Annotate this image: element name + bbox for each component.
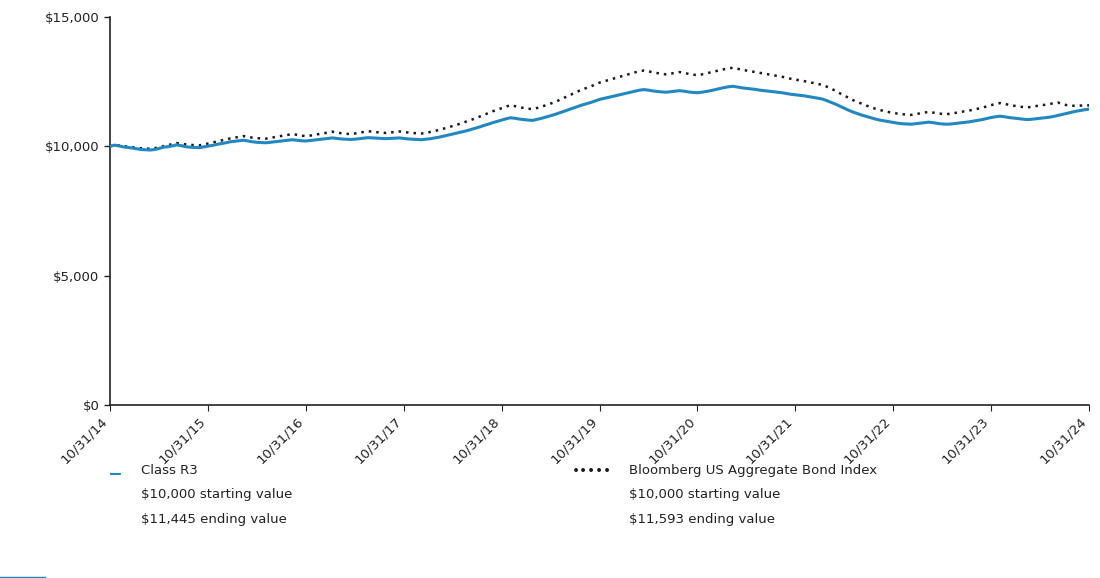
Text: Bloomberg US Aggregate Bond Index: Bloomberg US Aggregate Bond Index — [629, 464, 878, 477]
Text: Class R3: Class R3 — [141, 464, 198, 477]
Text: —: — — [110, 465, 121, 483]
Text: $10,000 starting value: $10,000 starting value — [629, 488, 781, 501]
Text: $10,000 starting value: $10,000 starting value — [141, 488, 293, 501]
Text: •••••: ••••• — [572, 465, 612, 478]
Text: $11,445 ending value: $11,445 ending value — [141, 513, 287, 525]
Text: $11,593 ending value: $11,593 ending value — [629, 513, 776, 525]
